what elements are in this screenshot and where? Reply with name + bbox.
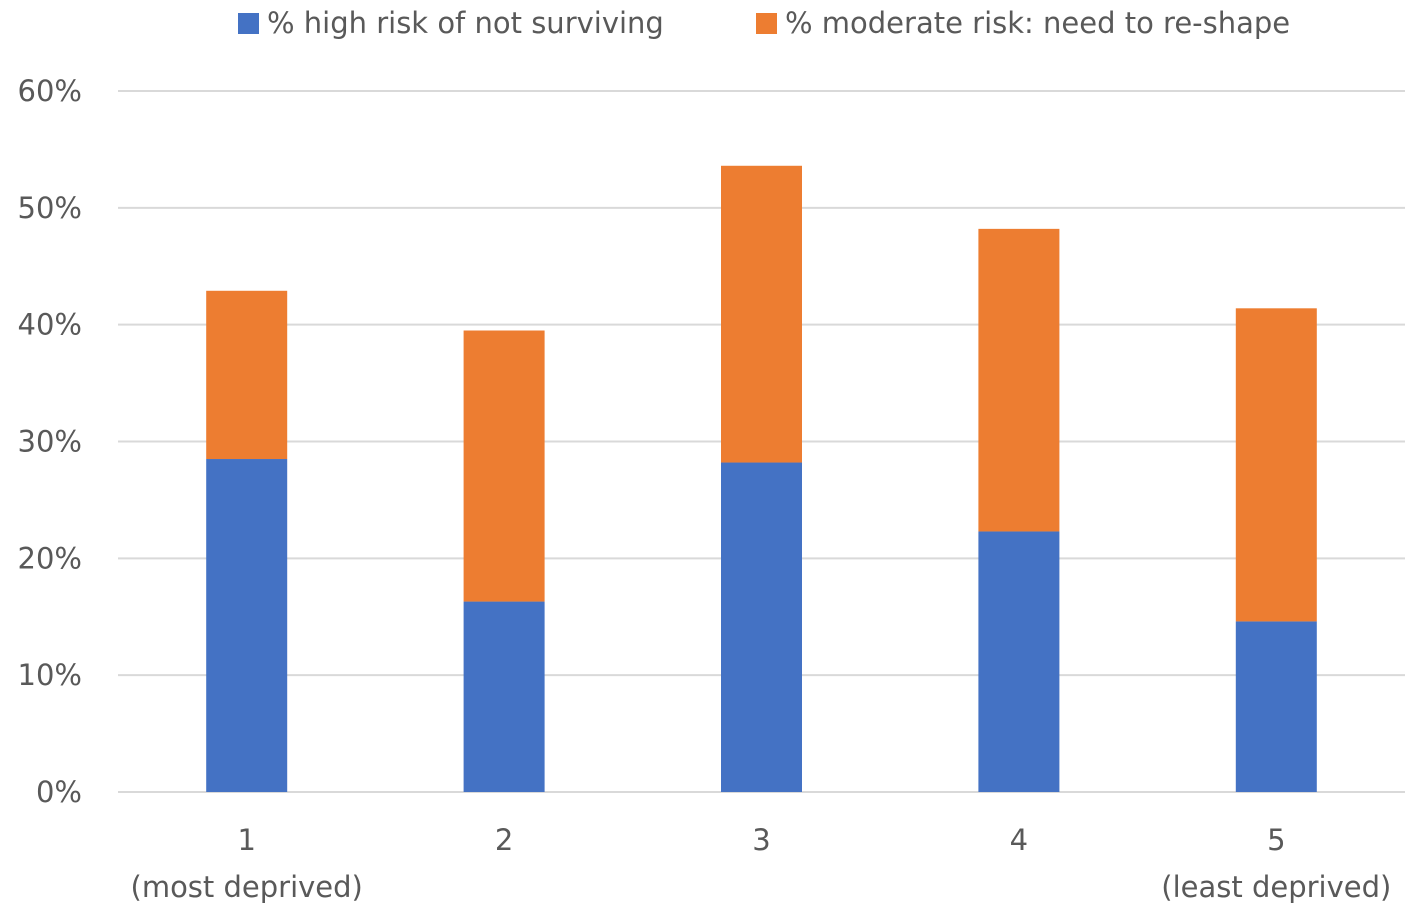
bar-moderate-risk-4 <box>978 228 1060 532</box>
y-tick-label: 60% <box>18 74 82 108</box>
y-tick-label: 40% <box>18 308 82 342</box>
bar-high-risk-4 <box>978 531 1060 792</box>
x-tick-label: 4 <box>1010 823 1028 857</box>
legend: % high risk of not surviving % moderate r… <box>238 6 1290 40</box>
bar-high-risk-2 <box>463 601 545 792</box>
x-tick-label: 3 <box>752 823 770 857</box>
bar-moderate-risk-1 <box>206 290 288 460</box>
bars <box>206 165 1317 792</box>
x-tick-label: 1 <box>237 823 255 857</box>
y-tick-label: 50% <box>18 191 82 225</box>
y-tick-label: 10% <box>18 658 82 692</box>
legend-label-high-risk: % high risk of not surviving <box>267 6 664 40</box>
bar-high-risk-5 <box>1235 621 1317 792</box>
x-tick-label: 2 <box>495 823 513 857</box>
bar-moderate-risk-5 <box>1235 308 1317 622</box>
x-tick-sublabel: (most deprived) <box>131 870 363 904</box>
legend-swatch-moderate-risk <box>756 13 777 34</box>
bar-moderate-risk-3 <box>721 165 802 463</box>
x-tick-sublabel: (least deprived) <box>1161 870 1391 904</box>
y-tick-label: 0% <box>36 775 82 809</box>
x-tick-label: 5 <box>1267 823 1285 857</box>
bar-high-risk-1 <box>206 459 288 792</box>
x-axis: 1 (most deprived) 2 3 4 5 (least deprived) <box>131 823 1392 904</box>
y-axis: 0% 10% 20% 30% 40% 50% 60% <box>18 74 82 809</box>
y-tick-label: 20% <box>18 541 82 575</box>
bar-moderate-risk-2 <box>463 330 545 602</box>
bar-high-risk-3 <box>721 462 802 792</box>
legend-label-moderate-risk: % moderate risk: need to re-shape <box>785 6 1290 40</box>
y-tick-label: 30% <box>18 425 82 459</box>
legend-swatch-high-risk <box>238 13 259 34</box>
